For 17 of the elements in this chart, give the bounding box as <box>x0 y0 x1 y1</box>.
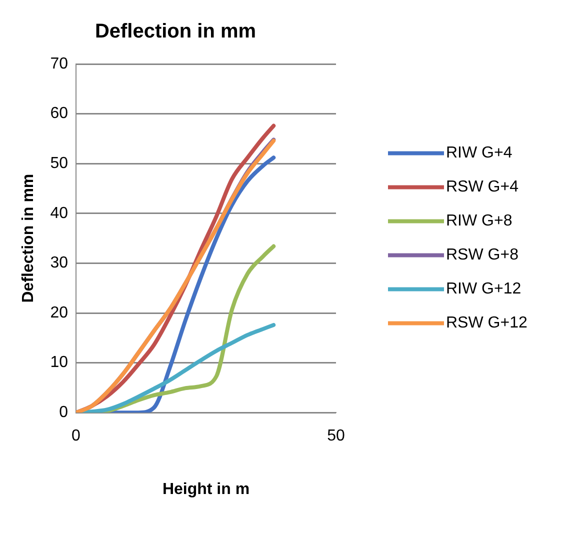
y-tick-label: 0 <box>59 404 68 422</box>
y-tick-label: 40 <box>50 204 68 222</box>
y-tick-label: 70 <box>50 55 68 72</box>
y-tick-label: 20 <box>50 304 68 322</box>
y-tick-label: 10 <box>50 354 68 372</box>
legend-label: RIW G+4 <box>446 144 512 162</box>
y-axis-title: Deflection in mm <box>20 174 38 303</box>
legend-label: RIW G+12 <box>446 280 522 298</box>
chart-title: Deflection in mm <box>94 20 256 43</box>
legend-label: RSW G+12 <box>446 314 528 332</box>
y-tick-label: 60 <box>50 105 68 122</box>
x-axis-title: Height in m <box>162 480 250 498</box>
y-tick-label: 30 <box>50 254 68 272</box>
legend-label: RSW G+8 <box>446 246 519 264</box>
legend-label: RSW G+4 <box>446 178 519 196</box>
legend-label: RIW G+8 <box>446 212 512 230</box>
y-tick-label: 50 <box>50 155 68 172</box>
